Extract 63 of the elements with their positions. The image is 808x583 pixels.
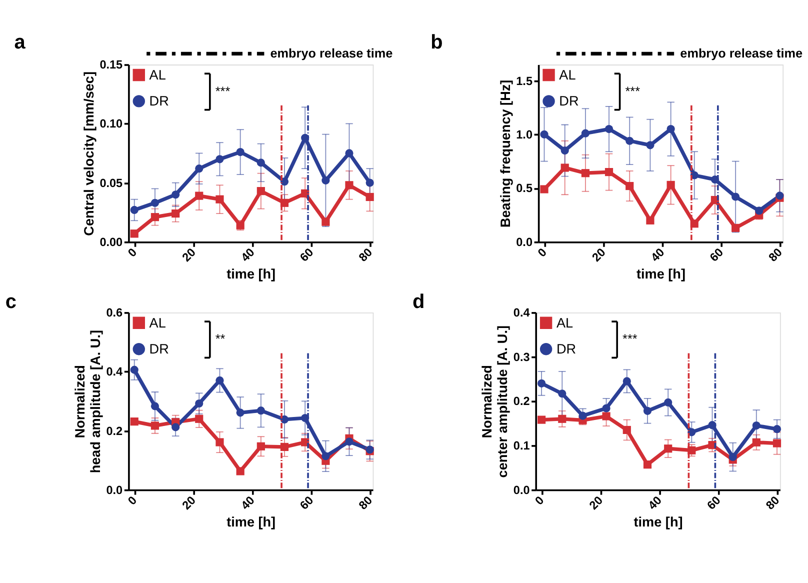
y-tick-label: 0.4 — [106, 366, 124, 379]
x-tick-label: 0 — [126, 494, 140, 508]
chart-title: d — [412, 290, 425, 313]
legend-label: DR — [149, 342, 170, 357]
y-tick-label: 1.0 — [516, 128, 533, 142]
x-tick-label: 20 — [180, 494, 199, 512]
y-tick-label: 0.5 — [516, 182, 533, 196]
y-tick-label: 0.2 — [513, 395, 530, 408]
legend-label: AL — [149, 315, 166, 330]
x-tick-label: 40 — [238, 494, 258, 512]
legend-label: AL — [556, 315, 574, 330]
x-tick-label: 20 — [590, 246, 609, 264]
text: embryo release time — [270, 46, 393, 60]
x-tick-label: 60 — [298, 246, 316, 264]
y-tick-label: 0.0 — [106, 484, 124, 497]
y-tick-label: 0.0 — [516, 236, 533, 249]
x-axis-title: time [h] — [636, 266, 686, 282]
y-tick-label: 0.05 — [100, 176, 124, 190]
y-axis-title: Normalized head amplitude [A. U.] — [72, 330, 103, 474]
x-tick-label: 60 — [708, 246, 726, 264]
y-tick-label: 1.5 — [516, 74, 533, 88]
annotation: *** — [622, 332, 638, 346]
x-tick-label: 20 — [180, 246, 199, 264]
y-tick-label: 0.00 — [100, 236, 124, 249]
annotation: ** — [215, 332, 226, 346]
x-tick-label: 40 — [646, 494, 665, 512]
y-tick-label: 0.3 — [513, 350, 530, 364]
legend-label: DR — [559, 94, 579, 109]
legend-label: DR — [556, 342, 576, 357]
annotation: *** — [625, 84, 640, 98]
x-axis-title: time [h] — [226, 514, 276, 530]
y-tick-label: 0.15 — [100, 58, 124, 72]
x-tick-label: 80 — [766, 246, 786, 264]
legend-label: AL — [559, 67, 576, 82]
y-tick-label: 0.0 — [513, 484, 530, 497]
x-axis-title: time [h] — [226, 266, 276, 282]
y-tick-label: 0.1 — [513, 440, 530, 453]
x-tick-label: 80 — [356, 246, 376, 264]
annotation: *** — [215, 84, 230, 98]
x-tick-label: 0 — [532, 494, 547, 508]
y-tick-label: 0.4 — [513, 306, 530, 320]
chart-title: c — [5, 290, 16, 313]
x-tick-label: 40 — [648, 246, 668, 264]
legend-label: DR — [149, 94, 170, 109]
x-axis-title: time [h] — [634, 514, 683, 530]
x-tick-label: 0 — [536, 246, 550, 260]
x-tick-label: 40 — [238, 246, 258, 264]
x-tick-label: 80 — [356, 494, 376, 512]
x-tick-label: 20 — [587, 494, 606, 512]
y-axis-title: Beating frequency [Hz] — [498, 80, 513, 228]
y-axis-title: Normalized center amplitude [A. U.] — [480, 325, 510, 478]
text: embryo release time — [680, 46, 803, 60]
legend-label: AL — [149, 67, 166, 82]
chart-title: a — [14, 31, 26, 54]
y-tick-label: 0.10 — [100, 118, 124, 131]
y-tick-label: 0.2 — [106, 424, 124, 438]
x-tick-label: 60 — [298, 494, 316, 512]
x-tick-label: 0 — [126, 246, 140, 260]
chart-title: b — [430, 31, 443, 54]
y-tick-label: 0.6 — [106, 306, 124, 320]
y-axis-title: Central velocity [mm/sec] — [81, 72, 96, 236]
x-tick-label: 80 — [764, 494, 782, 512]
x-tick-label: 60 — [704, 494, 724, 512]
